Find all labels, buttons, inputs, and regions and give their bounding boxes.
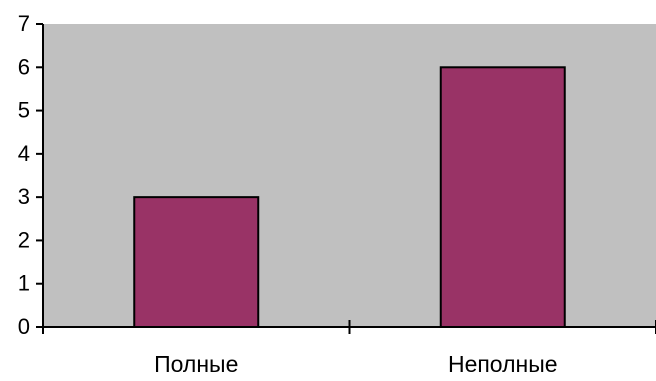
bars-group xyxy=(133,66,566,329)
y-tick-label: 3 xyxy=(18,184,30,209)
y-tick-label: 1 xyxy=(18,271,30,296)
x-axis-ticks: Полные Неполные xyxy=(42,320,656,377)
y-tick-label: 2 xyxy=(18,227,30,252)
x-category-label: Неполные xyxy=(448,351,558,376)
y-axis-ticks: 0 1 2 3 4 5 6 7 xyxy=(18,11,43,339)
bar-1 xyxy=(133,196,260,328)
y-tick-label: 5 xyxy=(18,98,30,123)
y-tick-label: 4 xyxy=(18,141,30,166)
y-tick-label: 0 xyxy=(18,314,30,339)
y-tick-label: 6 xyxy=(18,54,30,79)
y-tick-label: 7 xyxy=(18,11,30,36)
bar-2 xyxy=(439,66,566,329)
x-category-label: Полные xyxy=(154,351,238,376)
